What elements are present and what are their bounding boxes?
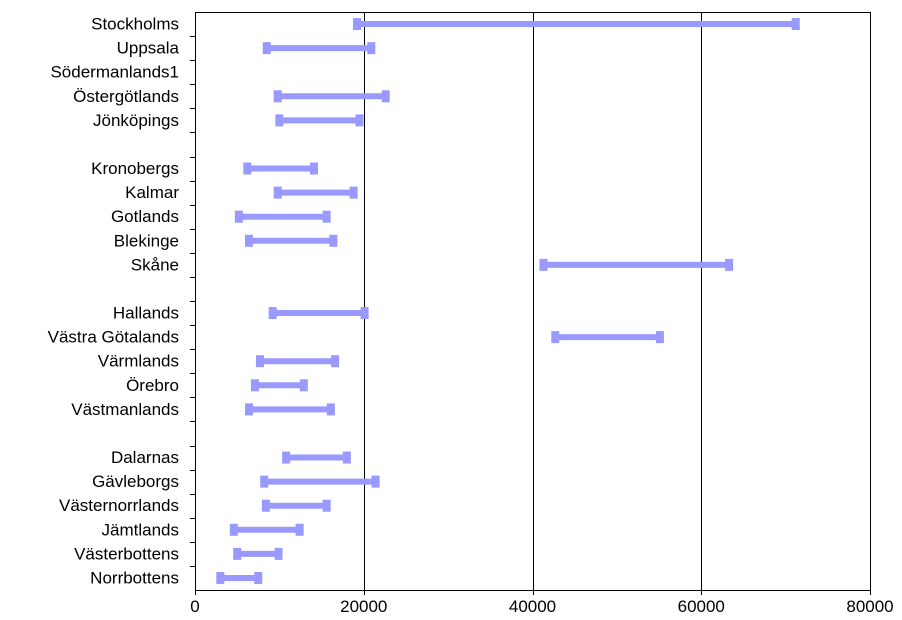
range-bar-Västernorrlands	[261, 499, 331, 512]
range-cap-min	[250, 379, 259, 392]
range-bar-Västmanlands	[245, 403, 335, 416]
range-cap-min	[245, 403, 253, 416]
x-tick-label: 0	[190, 597, 199, 616]
range-cap-min	[216, 571, 225, 584]
plot-frame	[190, 12, 871, 595]
range-cap-min	[243, 162, 252, 175]
range-bar-Hallands	[268, 307, 369, 320]
range-bar-Blekinge	[245, 234, 338, 247]
range-cap-max	[349, 186, 358, 199]
range-cap-max	[655, 331, 664, 344]
range-cap-max	[295, 523, 304, 536]
x-tick-label: 80000	[846, 597, 893, 616]
category-labels: Stockholms Uppsala Södermanlands1 Östergötl…	[48, 15, 180, 588]
range-cap-min	[255, 355, 264, 368]
range-bars	[216, 18, 800, 584]
range-cap-max	[326, 403, 335, 416]
range-bar-Kalmar	[273, 186, 358, 199]
range-cap-max	[329, 234, 338, 247]
category-label: Södermanlands1	[50, 63, 179, 82]
range-cap-max	[725, 258, 734, 271]
range-cap-max	[309, 162, 318, 175]
category-label: Norrbottens	[90, 568, 179, 587]
range-cap-max	[791, 18, 800, 31]
range-cap-max	[274, 547, 283, 560]
range-cap-max	[322, 499, 331, 512]
range-bar-Skåne	[539, 258, 734, 271]
range-cap-min	[261, 499, 270, 512]
category-label: Kalmar	[125, 183, 179, 202]
range-bar-Västra Götalands	[551, 331, 664, 344]
range-cap-max	[254, 571, 263, 584]
category-label: Jämtlands	[102, 520, 179, 539]
category-label: Västerbottens	[74, 544, 179, 563]
range-bar-Uppsala	[262, 42, 376, 55]
range-cap-min	[262, 42, 271, 55]
category-label: Västra Götalands	[48, 328, 179, 347]
range-bar-Västerbottens	[233, 547, 283, 560]
range-cap-max	[322, 210, 331, 223]
range-cap-min	[282, 451, 291, 464]
range-bar-Norrbottens	[216, 571, 263, 584]
range-cap-max	[360, 307, 369, 320]
category-label: Skåne	[131, 255, 179, 274]
x-tick-label: 60000	[678, 597, 725, 616]
x-tick-label: 20000	[340, 597, 387, 616]
category-label: Östergötlands	[73, 87, 179, 106]
range-bar-Gotlands	[234, 210, 331, 223]
range-bar-Örebro	[250, 379, 308, 392]
range-cap-min	[229, 523, 238, 536]
range-bar-Stockholms	[353, 18, 800, 31]
range-cap-min	[273, 186, 282, 199]
range-bar-Värmlands	[255, 355, 340, 368]
range-bar-Jönköpings	[275, 114, 364, 127]
range-cap-max	[367, 42, 376, 55]
x-tick-label: 40000	[509, 597, 556, 616]
category-label: Västmanlands	[71, 400, 179, 419]
range-cap-max	[342, 451, 351, 464]
category-label: Stockholms	[91, 15, 179, 34]
range-bar-Jämtlands	[229, 523, 304, 536]
category-label: Gävleborgs	[92, 472, 179, 491]
range-cap-max	[355, 114, 364, 127]
range-cap-min	[353, 18, 361, 31]
range-cap-min	[260, 475, 269, 488]
range-cap-min	[551, 331, 560, 344]
range-cap-min	[233, 547, 242, 560]
category-label: Örebro	[126, 376, 179, 395]
range-bar-Östergötlands	[273, 90, 390, 103]
category-label: Jönköpings	[93, 111, 179, 130]
range-cap-min	[234, 210, 243, 223]
category-label: Hallands	[113, 304, 179, 323]
category-label: Kronobergs	[91, 159, 179, 178]
range-bar-Dalarnas	[282, 451, 351, 464]
gridlines	[364, 12, 702, 590]
category-label: Värmlands	[98, 352, 179, 371]
range-cap-max	[331, 355, 340, 368]
range-cap-max	[381, 90, 390, 103]
range-cap-min	[245, 234, 253, 247]
x-tick-labels: 0 20000 40000 60000 80000	[190, 597, 893, 616]
category-label: Gotlands	[111, 207, 179, 226]
range-cap-min	[539, 258, 548, 271]
range-bar-Gävleborgs	[260, 475, 380, 488]
range-cap-min	[268, 307, 277, 320]
category-label: Blekinge	[114, 231, 179, 250]
range-cap-min	[275, 114, 284, 127]
category-label: Dalarnas	[111, 448, 179, 467]
category-label: Uppsala	[117, 39, 180, 58]
range-cap-max	[371, 475, 380, 488]
range-cap-min	[273, 90, 282, 103]
range-bar-Kronobergs	[243, 162, 318, 175]
category-label: Västernorrlands	[59, 496, 179, 515]
range-cap-max	[299, 379, 308, 392]
